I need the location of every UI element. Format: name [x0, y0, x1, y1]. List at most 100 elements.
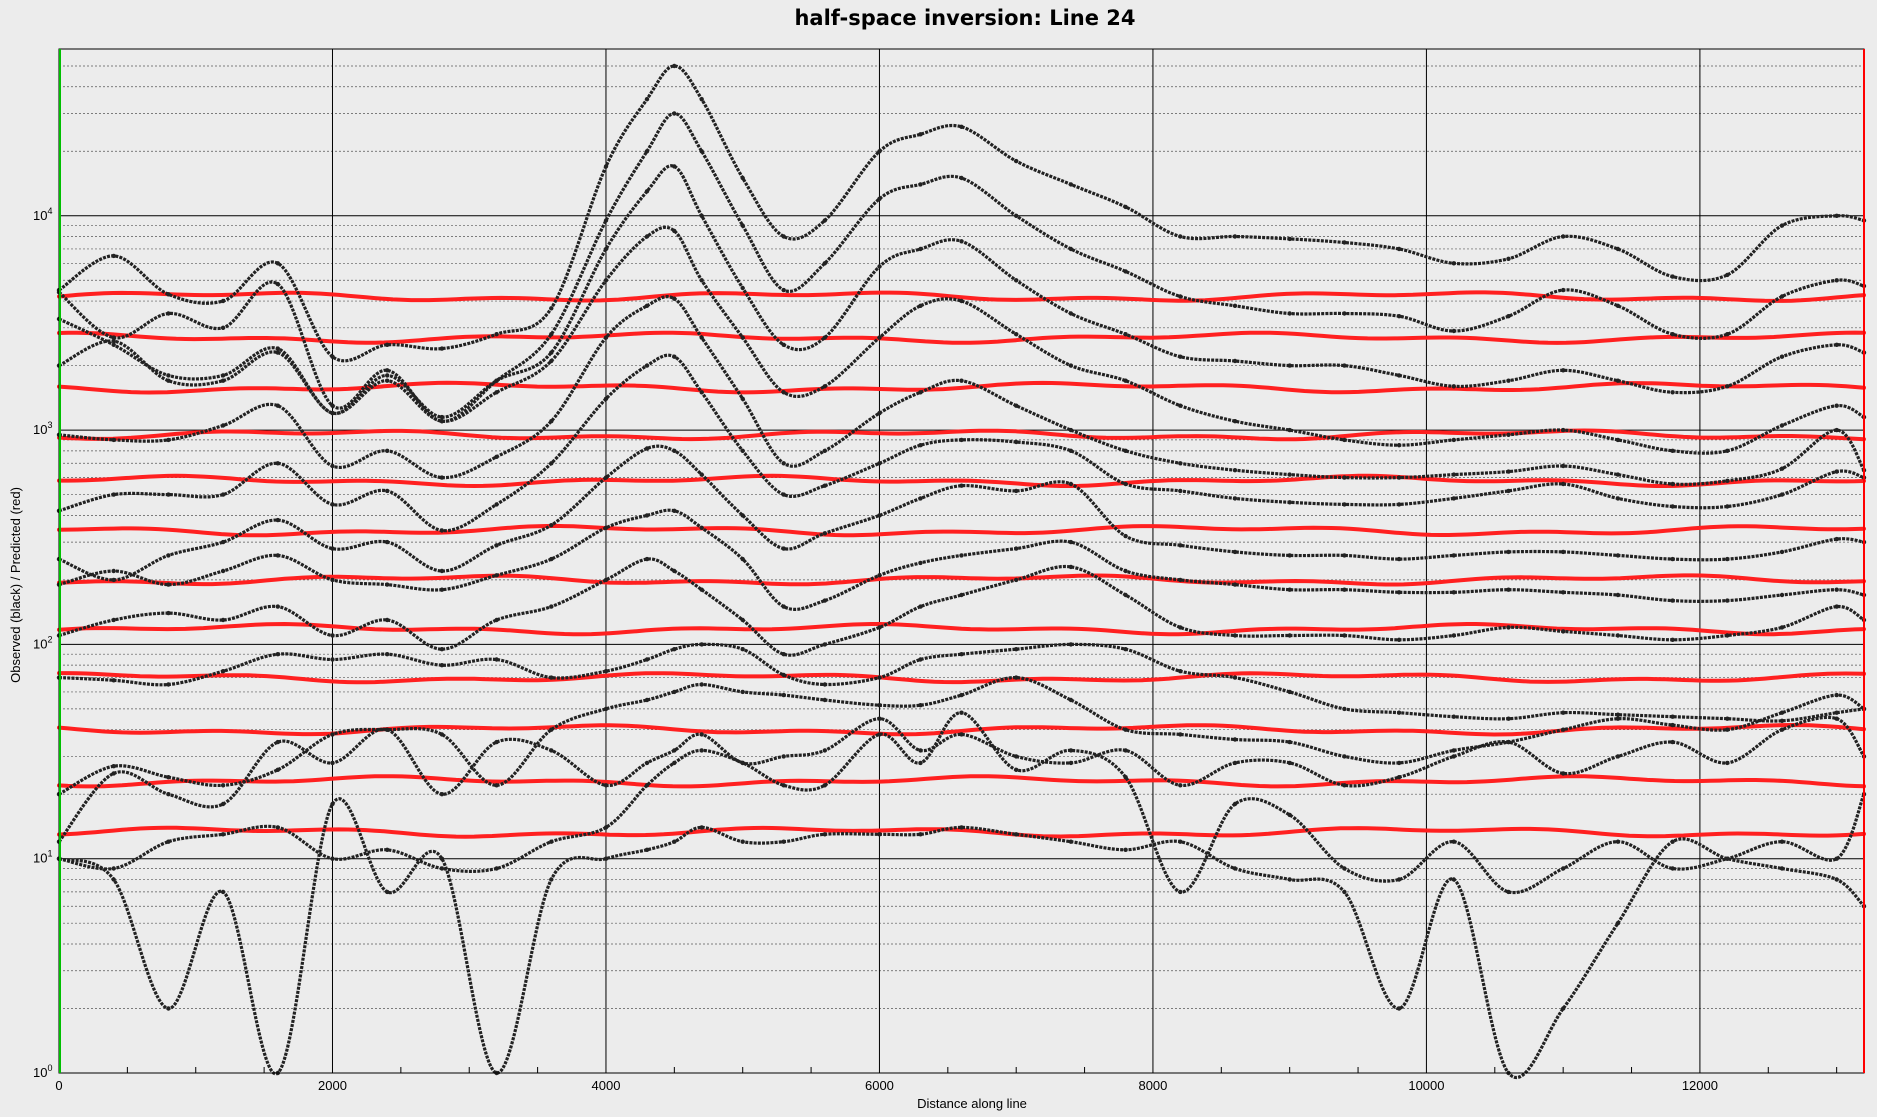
- x-tick-label: 12000: [1682, 1078, 1718, 1093]
- observed-point: [1068, 760, 1074, 766]
- observed-point: [822, 483, 827, 488]
- observed-point: [1014, 403, 1019, 408]
- observed-point: [1232, 234, 1238, 239]
- observed-point: [1779, 866, 1785, 871]
- observed-point: [1615, 716, 1621, 721]
- observed-point: [1232, 582, 1238, 587]
- observed-point: [275, 403, 280, 408]
- observed-point: [1014, 832, 1019, 837]
- observed-point: [549, 350, 554, 355]
- observed-point: [1014, 213, 1019, 218]
- observed-point: [1232, 419, 1238, 424]
- plot-area: [59, 49, 1864, 1073]
- grid-lines: [59, 48, 1864, 1074]
- observed-point: [877, 335, 882, 340]
- observed-point: [1287, 760, 1292, 766]
- observed-point: [1178, 488, 1183, 494]
- observed-point: [1779, 625, 1785, 630]
- observed-point: [220, 378, 226, 383]
- observed-point: [1068, 748, 1074, 753]
- observed-point: [822, 335, 827, 340]
- predicted-line: [57, 573, 1866, 587]
- observed-point: [111, 437, 116, 443]
- observed-point: [1561, 549, 1566, 555]
- observed-point: [1123, 533, 1128, 539]
- observed-point: [1342, 475, 1347, 480]
- observed-point: [1068, 311, 1074, 316]
- observed-point: [918, 132, 923, 137]
- observed-point: [1725, 856, 1730, 861]
- x-tick-label: 2000: [318, 1078, 347, 1093]
- observed-point: [672, 760, 677, 766]
- observed-point: [959, 483, 964, 488]
- observed-point: [672, 508, 677, 513]
- observed-point: [1779, 466, 1785, 471]
- observed-point: [1232, 549, 1238, 555]
- observed-point: [1014, 278, 1019, 283]
- observed-point: [1068, 182, 1074, 187]
- observed-point: [166, 311, 171, 316]
- observed-point: [699, 97, 704, 102]
- observed-point: [1178, 669, 1183, 674]
- observed-point: [1834, 587, 1839, 592]
- observed-point: [220, 568, 226, 574]
- observed-point: [1615, 496, 1621, 501]
- observed-point: [220, 492, 226, 497]
- observed-point: [1615, 712, 1621, 717]
- observed-point: [781, 342, 786, 347]
- observed-point: [877, 264, 882, 269]
- observed-point: [1725, 332, 1730, 337]
- observed-point: [877, 196, 882, 201]
- observed-point: [1779, 710, 1785, 715]
- observed-point: [1342, 633, 1347, 638]
- observed-point: [1068, 564, 1074, 570]
- observed-point: [699, 278, 704, 283]
- observed-point: [644, 847, 650, 852]
- observed-point: [1342, 437, 1347, 443]
- observed-point: [918, 657, 923, 662]
- observed-point: [1615, 633, 1621, 638]
- observed-point: [1451, 328, 1457, 334]
- observed-point: [166, 292, 171, 297]
- observed-point: [1670, 504, 1675, 509]
- observed-point: [603, 669, 609, 674]
- observed-point: [1123, 378, 1128, 383]
- observed-point: [1561, 481, 1566, 487]
- observed-point: [1178, 461, 1183, 466]
- observed-point: [166, 610, 171, 616]
- observed-point: [1342, 363, 1347, 368]
- observed-point: [672, 111, 677, 116]
- observed-point: [959, 175, 964, 181]
- observed-point: [822, 642, 827, 647]
- observed-point: [959, 825, 964, 830]
- observed-point: [1287, 877, 1292, 882]
- observed-point: [1068, 539, 1074, 545]
- observed-point: [166, 775, 171, 780]
- observed-point: [494, 866, 499, 871]
- observed-point: [1506, 314, 1511, 319]
- observed-point: [1725, 727, 1730, 732]
- observed-point: [111, 764, 116, 769]
- observed-point: [1287, 739, 1292, 745]
- predicted-line: [57, 380, 1866, 395]
- observed-point: [111, 678, 116, 683]
- observed-point: [1178, 354, 1183, 359]
- observed-point: [740, 285, 745, 291]
- observed-point: [111, 577, 116, 583]
- observed-point: [918, 832, 923, 837]
- observed-point: [1725, 598, 1730, 603]
- observed-point: [1178, 234, 1183, 239]
- observed-point: [1506, 256, 1511, 261]
- observed-point: [1287, 472, 1292, 477]
- observed-point: [1561, 463, 1566, 469]
- observed-point: [1779, 592, 1785, 598]
- observed-point: [549, 675, 554, 680]
- observed-point: [672, 296, 677, 301]
- observed-point: [166, 553, 171, 558]
- chart-title: half-space inversion: Line 24: [794, 6, 1135, 30]
- y-axis-ticks: 100 101 102 103 104: [33, 206, 52, 1080]
- observed-point: [959, 692, 964, 698]
- observed-point: [1451, 472, 1457, 477]
- observed-point: [603, 278, 609, 283]
- observed-point: [111, 568, 116, 574]
